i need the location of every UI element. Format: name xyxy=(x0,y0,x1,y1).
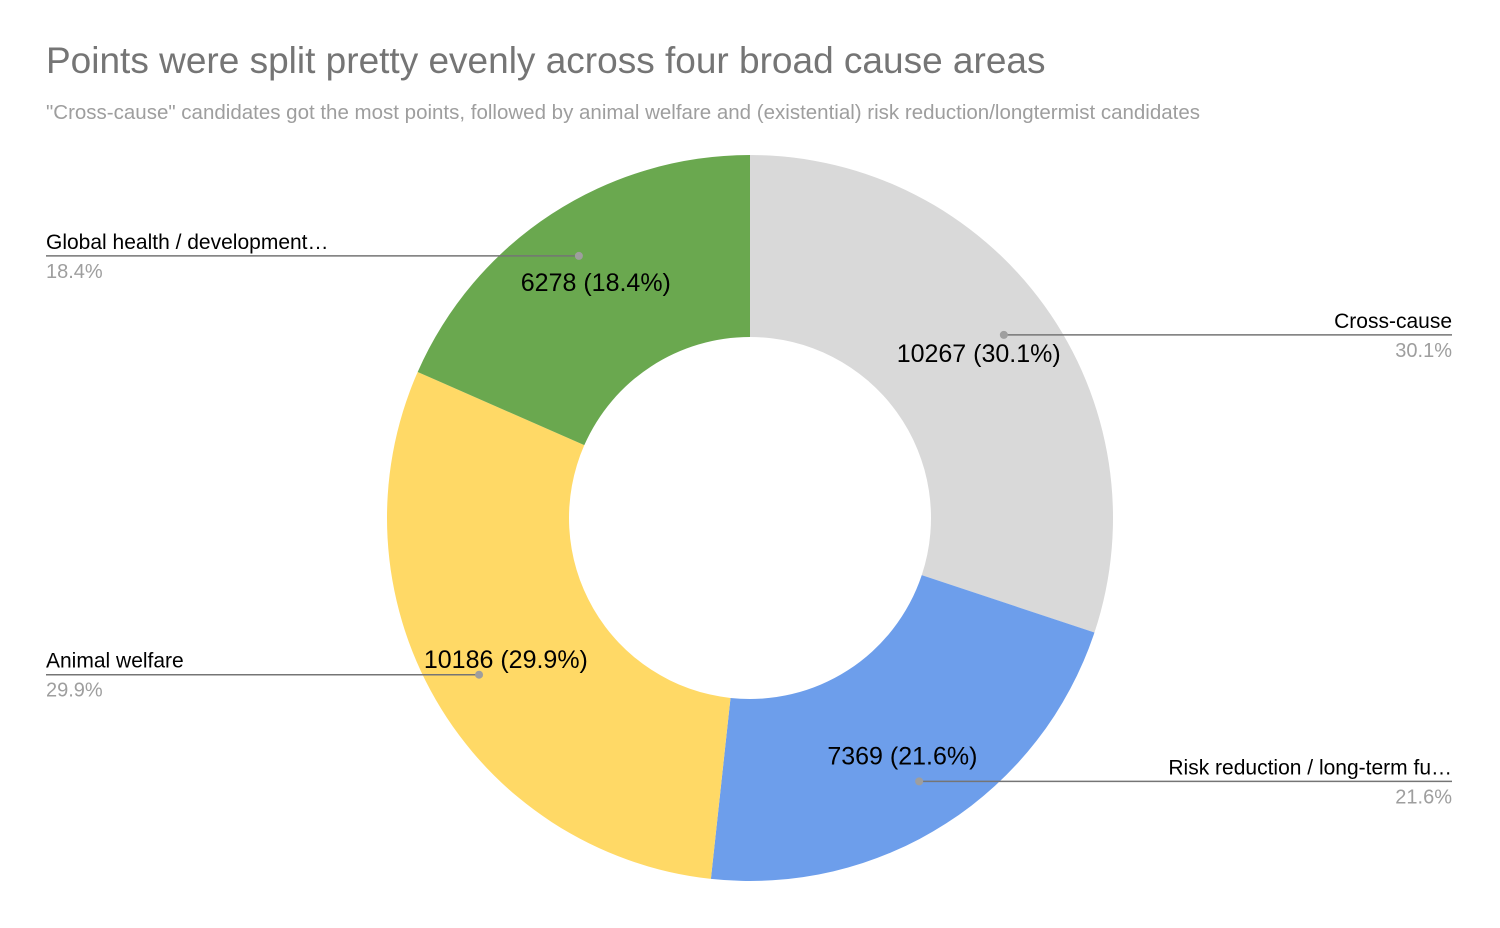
chart-subtitle: "Cross-cause" candidates got the most po… xyxy=(46,101,1201,124)
callout-percent: 21.6% xyxy=(1395,786,1452,808)
callout-percent: 30.1% xyxy=(1395,340,1452,362)
callout-label: Animal welfare xyxy=(46,650,184,673)
callout-label: Global health / development… xyxy=(46,231,329,254)
slice-data-label: 6278 (18.4%) xyxy=(521,269,671,297)
callout-dot xyxy=(999,330,1008,339)
slice-data-label: 7369 (21.6%) xyxy=(827,742,977,770)
donut-slice xyxy=(750,155,1113,633)
chart-title: Points were split pretty evenly across f… xyxy=(46,40,1046,81)
callout-percent: 29.9% xyxy=(46,680,103,702)
slice-data-label: 10267 (30.1%) xyxy=(897,340,1061,368)
callout-dot xyxy=(475,670,484,679)
callout-percent: 18.4% xyxy=(46,261,103,283)
donut-slice xyxy=(417,154,750,446)
callout-label: Cross-cause xyxy=(1334,310,1452,333)
callout-dot xyxy=(574,251,583,260)
donut-slice xyxy=(387,371,731,879)
callout-dot xyxy=(915,777,924,786)
donut-slice xyxy=(710,575,1095,882)
callout-label: Risk reduction / long-term fu… xyxy=(1168,756,1452,779)
slice-data-label: 10186 (29.9%) xyxy=(424,646,588,674)
